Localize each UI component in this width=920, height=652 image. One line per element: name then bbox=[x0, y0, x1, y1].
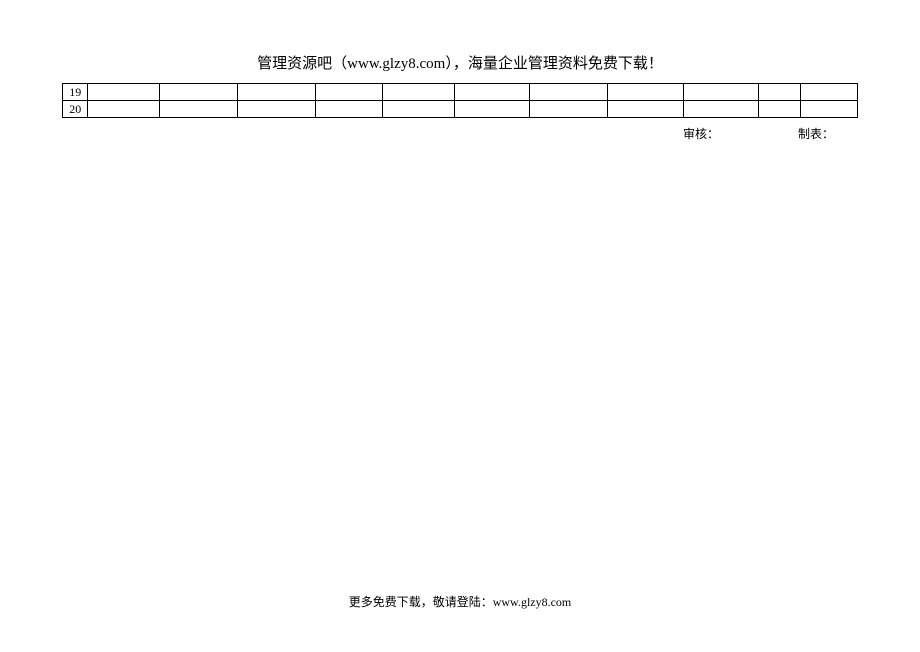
table-cell bbox=[608, 84, 684, 101]
table-cell bbox=[530, 101, 608, 118]
table-cell bbox=[530, 84, 608, 101]
table-cell bbox=[608, 101, 684, 118]
reviewer-label: 审核： bbox=[683, 125, 743, 142]
table-cell bbox=[454, 84, 530, 101]
table-cell bbox=[383, 101, 455, 118]
table-cell bbox=[383, 84, 455, 101]
table-cell bbox=[88, 101, 160, 118]
table-cell bbox=[683, 101, 759, 118]
table-cell bbox=[683, 84, 759, 101]
table-row: 20 bbox=[63, 101, 858, 118]
table-cell bbox=[88, 84, 160, 101]
page-footer: 更多免费下载，敬请登陆：www.glzy8.com bbox=[0, 593, 920, 610]
signoff-row: 审核： 制表： bbox=[0, 118, 920, 142]
table-row: 19 bbox=[63, 84, 858, 101]
table-cell bbox=[759, 101, 800, 118]
table-cell bbox=[315, 84, 383, 101]
table-cell bbox=[800, 101, 857, 118]
table-cell bbox=[237, 84, 315, 101]
table-cell: 19 bbox=[63, 84, 88, 101]
table-cell bbox=[454, 101, 530, 118]
table-cell bbox=[315, 101, 383, 118]
table-cell bbox=[159, 84, 237, 101]
preparer-label: 制表： bbox=[798, 125, 858, 142]
table-cell bbox=[800, 84, 857, 101]
table-cell bbox=[159, 101, 237, 118]
table-container: 1920 bbox=[0, 83, 920, 118]
table-cell bbox=[759, 84, 800, 101]
table-cell bbox=[237, 101, 315, 118]
page-header: 管理资源吧（www.glzy8.com），海量企业管理资料免费下载！ bbox=[0, 0, 920, 83]
data-table: 1920 bbox=[62, 83, 858, 118]
table-cell: 20 bbox=[63, 101, 88, 118]
